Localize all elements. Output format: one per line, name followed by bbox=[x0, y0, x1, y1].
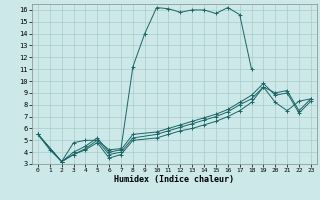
X-axis label: Humidex (Indice chaleur): Humidex (Indice chaleur) bbox=[115, 175, 234, 184]
